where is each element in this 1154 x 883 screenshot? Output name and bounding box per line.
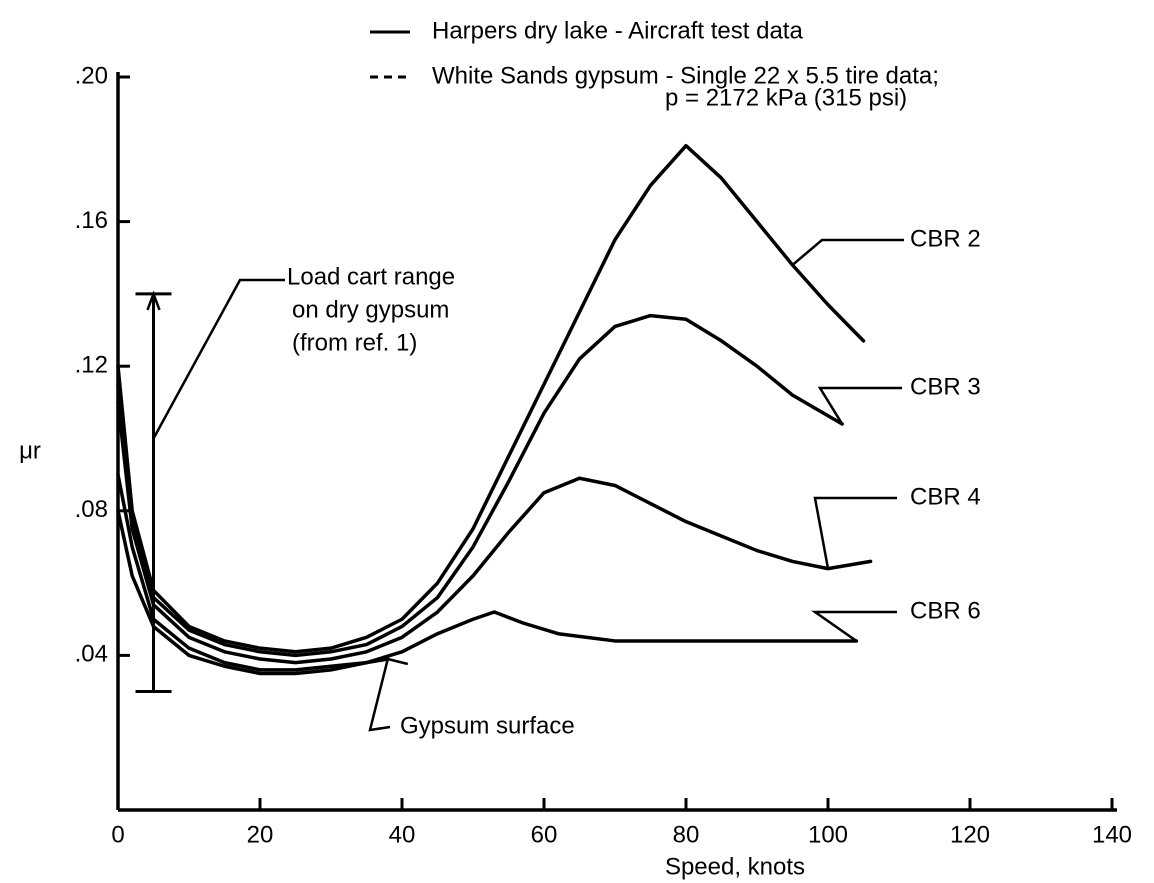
x-tick-label: 80 <box>673 821 700 848</box>
y-tick-label: .04 <box>75 641 108 668</box>
series-line <box>116 509 390 676</box>
x-tick-label: 120 <box>950 821 990 848</box>
y-tick-label: .12 <box>75 352 108 379</box>
range-arrow <box>146 290 161 311</box>
series-label: CBR 6 <box>910 597 981 624</box>
x-tick-label: 60 <box>531 821 558 848</box>
series-line <box>116 313 844 658</box>
y-tick-label: .08 <box>75 496 108 523</box>
x-axis-label: Speed, knots <box>665 853 805 880</box>
y-tick-label: .16 <box>75 207 108 234</box>
leader-line <box>813 496 897 569</box>
series-line <box>116 472 859 672</box>
series-label: CBR 3 <box>910 373 981 400</box>
legend-label: White Sands gypsum - Single 22 x 5.5 tir… <box>432 62 939 89</box>
series-line <box>116 400 873 665</box>
leader-line <box>791 238 904 266</box>
annotation: Load cart range <box>287 263 455 290</box>
legend-label: p = 2172 kPa (315 psi) <box>665 84 907 111</box>
legend-label: Harpers dry lake - Aircraft test data <box>432 17 803 44</box>
y-tick-label: .20 <box>75 62 108 89</box>
annotation: (from ref. 1) <box>292 329 417 356</box>
x-tick-label: 100 <box>808 821 848 848</box>
leader-line <box>152 278 285 440</box>
y-axis-label: μr <box>19 437 41 464</box>
series-label: CBR 2 <box>910 225 981 252</box>
leader-line <box>811 610 897 642</box>
x-tick-label: 20 <box>247 821 274 848</box>
x-tick-label: 40 <box>389 821 416 848</box>
annotation: on dry gypsum <box>292 296 449 323</box>
series-label: Gypsum surface <box>400 712 575 739</box>
series-label: CBR 4 <box>910 483 981 510</box>
x-tick-label: 140 <box>1092 821 1132 848</box>
leader-line <box>368 657 409 732</box>
leader-line <box>817 386 902 425</box>
series-line <box>116 143 866 654</box>
x-tick-label: 0 <box>111 821 124 848</box>
